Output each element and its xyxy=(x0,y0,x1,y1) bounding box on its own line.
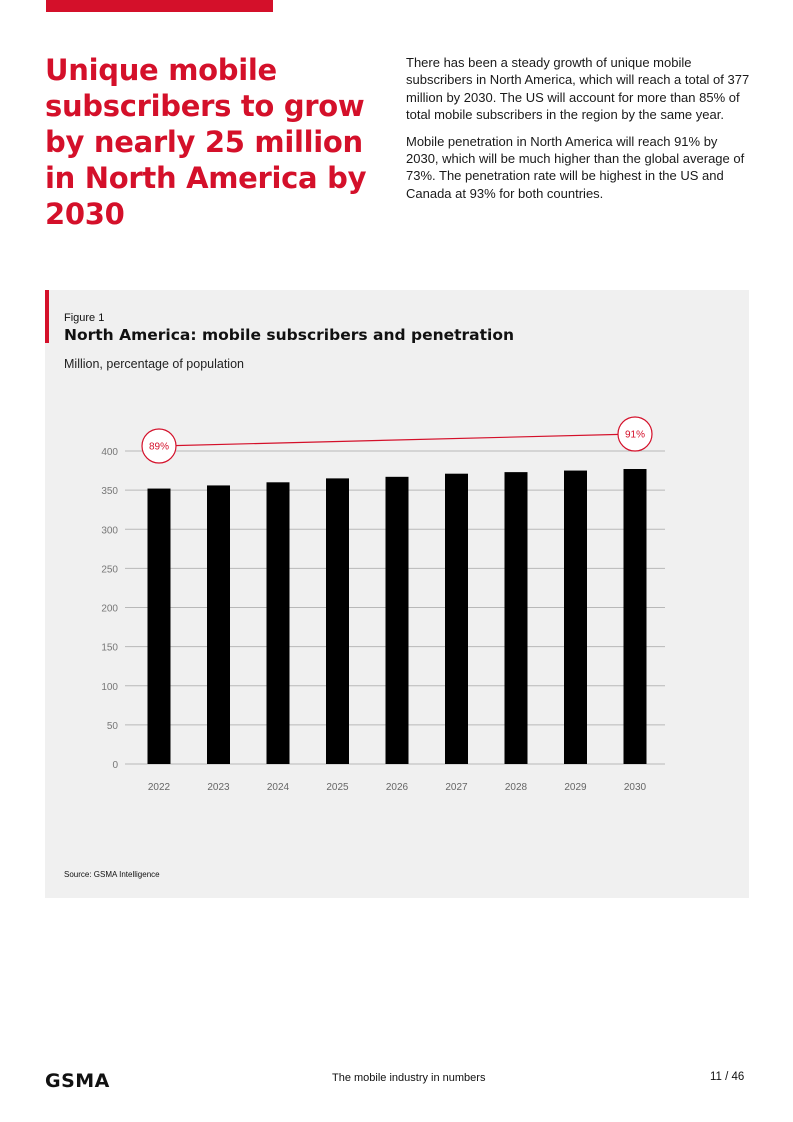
x-tick-label: 2029 xyxy=(564,782,587,793)
x-tick-label: 2030 xyxy=(624,782,647,793)
footer-title: The mobile industry in numbers xyxy=(332,1072,486,1084)
chart-x-axis: 2022 2023 2024 2025 2026 2027 2028 2029 2030 xyxy=(148,782,647,793)
figure-label: Figure 1 xyxy=(64,312,105,324)
intro-paragraph-1: There has been a steady growth of unique… xyxy=(406,55,750,123)
figure-title: North America: mobile subscribers and pe… xyxy=(64,326,515,344)
penetration-label: 89% xyxy=(149,442,169,453)
y-tick-label: 300 xyxy=(101,525,118,536)
top-accent-bar xyxy=(46,0,273,12)
x-tick-label: 2024 xyxy=(267,782,290,793)
bar xyxy=(147,488,171,764)
y-tick-label: 50 xyxy=(107,721,119,732)
y-tick-label: 150 xyxy=(101,643,118,654)
x-tick-label: 2023 xyxy=(207,782,230,793)
penetration-end-marker xyxy=(617,416,653,452)
penetration-label: 91% xyxy=(625,430,645,441)
bar xyxy=(504,472,528,764)
figure-accent-bar xyxy=(45,290,49,343)
y-tick-label: 250 xyxy=(101,564,118,575)
x-tick-label: 2027 xyxy=(445,782,468,793)
y-tick-label: 350 xyxy=(101,486,118,497)
bar xyxy=(326,478,349,764)
x-tick-label: 2026 xyxy=(386,782,409,793)
intro-paragraph-2: Mobile penetration in North America will… xyxy=(406,133,745,201)
svg-text:GSMA: GSMA xyxy=(45,1070,110,1091)
chart-y-axis: 0 50 100 150 200 250 300 350 400 xyxy=(101,447,118,771)
penetration-line-group: 89% 91% xyxy=(141,416,653,464)
bar xyxy=(266,482,290,764)
figure-subtitle: Million, percentage of population xyxy=(64,357,244,371)
intro-text: There has been a steady growth of unique… xyxy=(406,54,751,211)
penetration-start-marker xyxy=(141,428,177,464)
y-tick-label: 0 xyxy=(112,760,118,771)
y-tick-label: 100 xyxy=(101,682,118,693)
penetration-line xyxy=(158,433,636,447)
y-tick-label: 200 xyxy=(101,604,118,615)
x-tick-label: 2025 xyxy=(326,782,349,793)
figure-source: Source: GSMA Intelligence xyxy=(64,870,160,879)
gsma-logo: GSMA xyxy=(45,1070,110,1091)
bar xyxy=(207,485,230,764)
x-tick-label: 2022 xyxy=(148,782,171,793)
bar xyxy=(445,473,468,764)
bar xyxy=(385,476,409,764)
x-tick-label: 2028 xyxy=(505,782,528,793)
y-tick-label: 400 xyxy=(101,447,118,458)
chart-bars xyxy=(147,468,647,764)
bar xyxy=(623,468,647,764)
page-headline: Unique mobile subscribers to grow by nea… xyxy=(45,53,367,231)
bar xyxy=(564,470,587,764)
page-number: 11 / 46 xyxy=(710,1071,745,1083)
